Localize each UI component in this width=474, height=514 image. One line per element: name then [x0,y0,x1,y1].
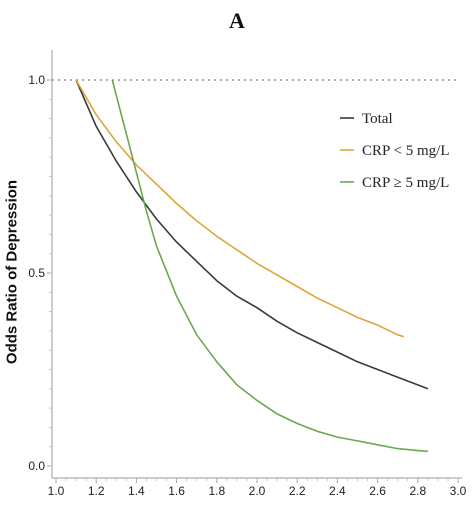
legend-entry-1: Total [362,111,393,127]
x-tick-label: 1.8 [208,484,225,498]
legend-entry-3: CRP ≥ 5 mg/L [362,175,449,191]
x-tick-label: 2.8 [409,484,426,498]
x-tick-label: 1.4 [128,484,145,498]
x-tick-label: 2.4 [329,484,346,498]
panel-label: A [229,8,245,33]
legend: Total CRP < 5 mg/L CRP ≥ 5 mg/L [340,111,450,191]
series-lines [75,79,429,453]
y-tick-label: 0.5 [28,266,45,280]
legend-entry-2: CRP < 5 mg/L [362,143,450,159]
x-tick-label: 2.2 [289,484,306,498]
x-tick-label: 2.6 [369,484,386,498]
x-tick-label: 1.0 [48,484,65,498]
x-tick-label: 1.2 [88,484,105,498]
series-line-3 [111,79,428,453]
x-tick-label: 1.6 [168,484,185,498]
ticks: 1.0 1.2 1.4 1.6 1.8 2.0 2.2 2.4 2.6 2.8 3.0 0.0 0.5 1… [28,73,466,498]
x-tick-label: 2.0 [249,484,266,498]
series-line-1 [75,79,429,390]
y-tick-label: 0.0 [28,459,45,473]
y-tick-label: 1.0 [28,73,45,87]
x-tick-label: 3.0 [450,484,467,498]
